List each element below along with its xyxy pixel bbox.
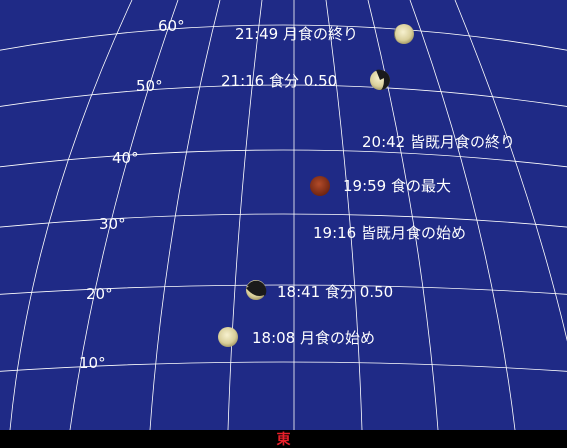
moon-icon-21-49	[394, 24, 414, 44]
sky-background	[0, 0, 567, 430]
azimuth-line	[149, 0, 221, 431]
azimuth-line	[454, 0, 567, 342]
altitude-grid	[0, 24, 567, 372]
moon-icon-18-08	[218, 327, 238, 347]
direction-label-east: 東	[277, 431, 291, 448]
altitude-line-60	[0, 24, 567, 51]
altitude-label-40: 40°	[112, 149, 139, 167]
event-label-18-41: 18:41 食分 0.50	[277, 283, 393, 301]
event-labels: 21:49 月食の終り 21:16 食分 0.50 20:42 皆既月食の終り …	[221, 25, 515, 347]
moon-markers	[218, 24, 414, 347]
azimuth-line	[9, 0, 133, 431]
altitude-line-50	[0, 84, 567, 107]
event-label-21-49: 21:49 月食の終り	[235, 25, 358, 43]
azimuth-line	[325, 0, 363, 431]
altitude-line-30	[0, 213, 567, 228]
altitude-label-60: 60°	[158, 17, 185, 35]
moon-icon-21-16	[370, 69, 390, 90]
moon-icon-18-41	[246, 280, 267, 300]
horizon-bar	[0, 430, 567, 448]
event-label-20-42: 20:42 皆既月食の終り	[362, 133, 515, 151]
event-label-19-59: 19:59 食の最大	[343, 177, 451, 195]
altitude-line-10	[0, 361, 567, 372]
azimuth-grid	[9, 0, 567, 431]
altitude-line-20	[0, 284, 567, 295]
azimuth-line	[227, 0, 263, 431]
altitude-label-10: 10°	[79, 354, 106, 372]
event-label-21-16: 21:16 食分 0.50	[221, 72, 337, 90]
event-label-19-16: 19:16 皆既月食の始め	[313, 224, 466, 242]
altitude-labels: 60° 50° 40° 30° 20° 10°	[79, 17, 185, 372]
altitude-label-50: 50°	[136, 77, 163, 95]
moon-icon-19-59	[310, 176, 330, 196]
altitude-label-30: 30°	[99, 215, 126, 233]
azimuth-line	[409, 0, 516, 431]
altitude-line-40	[0, 149, 567, 168]
altitude-label-20: 20°	[86, 285, 113, 303]
event-label-18-08: 18:08 月食の始め	[252, 329, 375, 347]
azimuth-line	[69, 0, 179, 431]
azimuth-line	[367, 0, 439, 431]
